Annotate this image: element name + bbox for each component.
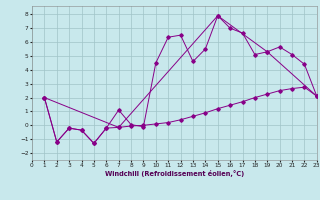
X-axis label: Windchill (Refroidissement éolien,°C): Windchill (Refroidissement éolien,°C) — [105, 170, 244, 177]
